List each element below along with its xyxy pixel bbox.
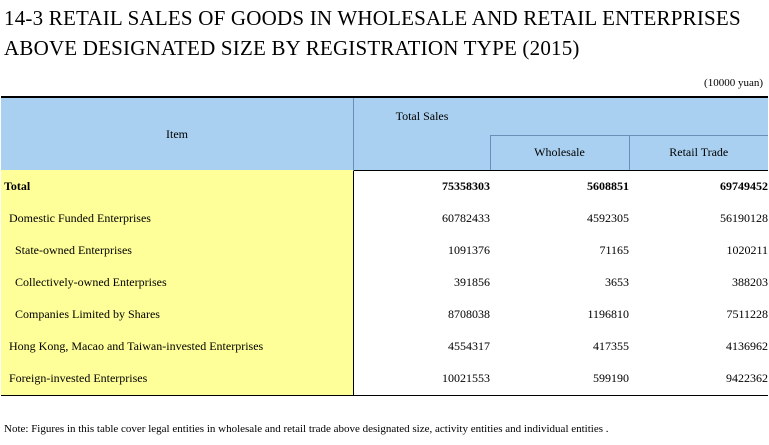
header-total-sales-cont: [353, 135, 490, 171]
retail-sales-table: Item Total Sales Wholesale Retail Trade …: [1, 96, 768, 396]
cell-wholesale: 599190: [490, 362, 629, 396]
header-spacer: [490, 97, 768, 135]
cell-total-sales: 8708038: [448, 307, 490, 321]
row-label: Foreign-invested Enterprises: [1, 362, 354, 396]
cell-total-sales: 10021553: [353, 362, 490, 396]
cell-total-sales: 4554317: [448, 339, 490, 353]
page-title-line-1: 14-3 RETAIL SALES OF GOODS IN WHOLESALE …: [4, 6, 741, 30]
header-retail-trade: Retail Trade: [628, 134, 768, 171]
table-row-total: Total 75358303 5608851 69749452: [1, 170, 768, 203]
row-label: State-owned Enterprises: [1, 234, 354, 267]
header-item: Item: [1, 97, 354, 170]
row-label: Domestic Funded Enterprises: [1, 202, 354, 235]
cell-wholesale: 1196810: [587, 307, 629, 321]
table-note: Note: Figures in this table cover legal …: [4, 423, 609, 435]
cell-retail-trade: 4136962: [726, 339, 768, 353]
cell-retail-trade: 7511228: [726, 307, 768, 321]
table-row: Hong Kong, Macao and Taiwan-invested Ent…: [1, 330, 768, 363]
cell-wholesale: 417355: [593, 339, 629, 353]
row-label: Hong Kong, Macao and Taiwan-invested Ent…: [1, 330, 354, 363]
cell-wholesale: 5608851: [587, 179, 629, 193]
cell-total-sales: 60782433: [442, 211, 490, 225]
table-row: Foreign-invested Enterprises 10021553 59…: [1, 362, 768, 396]
cell-retail-trade: 56190128: [720, 211, 768, 225]
table-row: Collectively-owned Enterprises 391856 36…: [1, 266, 768, 299]
cell-total-sales: 1091376: [448, 243, 490, 257]
table-row: Domestic Funded Enterprises 60782433 459…: [1, 202, 768, 235]
cell-retail-trade: 388203: [732, 275, 768, 289]
cell-wholesale: 71165: [599, 243, 629, 257]
table-row: State-owned Enterprises 1091376 71165 10…: [1, 234, 768, 267]
cell-retail-trade: 9422362: [629, 362, 768, 396]
row-label: Collectively-owned Enterprises: [1, 266, 354, 299]
header-total-sales: Total Sales: [353, 97, 490, 135]
cell-wholesale: 4592305: [587, 211, 629, 225]
header-wholesale: Wholesale: [489, 134, 629, 171]
page-title-line-2: ABOVE DESIGNATED SIZE BY REGISTRATION TY…: [4, 36, 580, 60]
row-label: Companies Limited by Shares: [1, 298, 354, 331]
cell-total-sales: 391856: [454, 275, 490, 289]
cell-total-sales: 75358303: [442, 179, 490, 193]
cell-wholesale: 3653: [605, 275, 629, 289]
cell-retail-trade: 1020211: [726, 243, 768, 257]
unit-label: (10000 yuan): [704, 77, 763, 89]
row-label: Total: [1, 170, 354, 203]
table-row: Companies Limited by Shares 8708038 1196…: [1, 298, 768, 331]
cell-retail-trade: 69749452: [720, 179, 768, 193]
